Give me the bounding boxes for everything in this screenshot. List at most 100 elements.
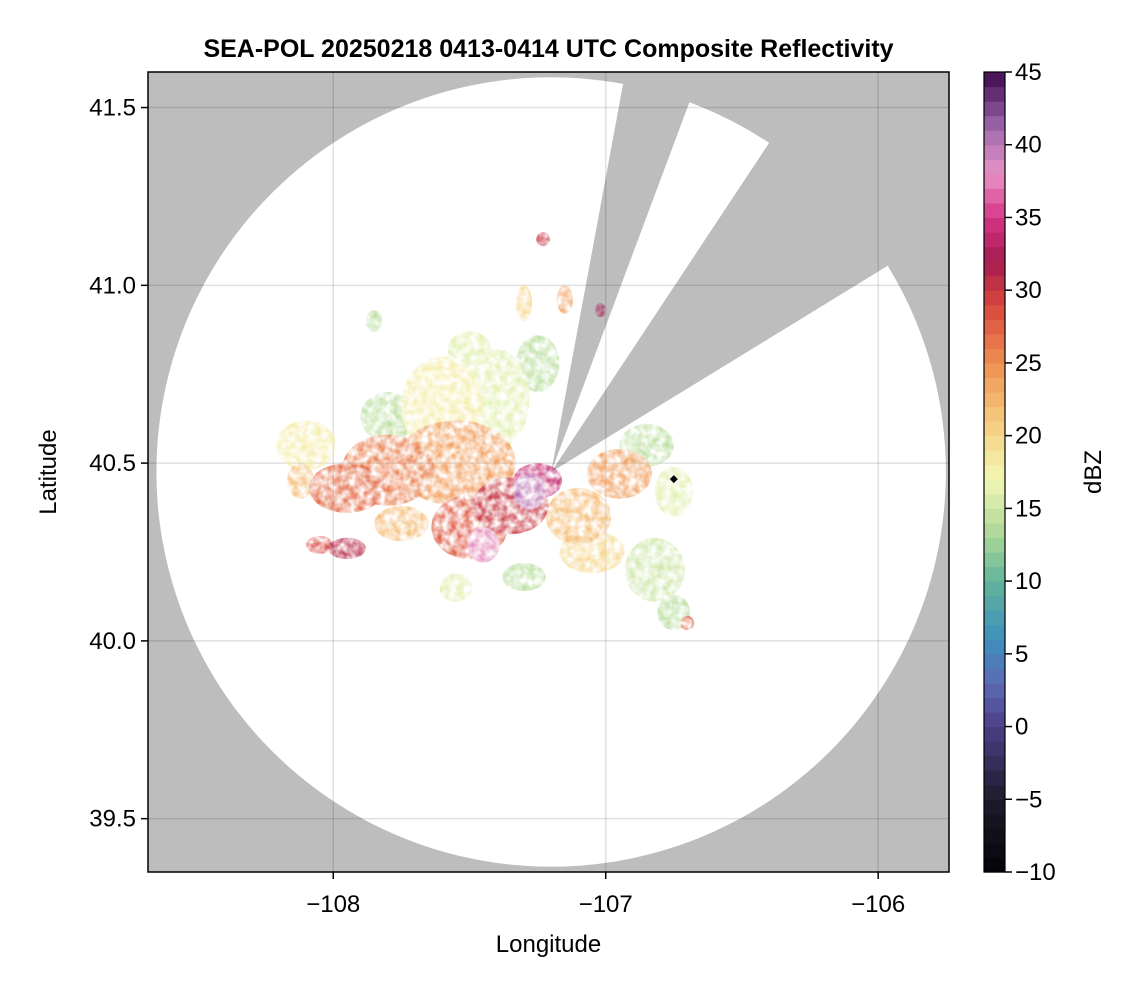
colorbar-segment xyxy=(984,566,1005,582)
echo-cell-10 xyxy=(306,536,334,554)
x-tick-label-1: −107 xyxy=(579,891,633,918)
colorbar-segment xyxy=(984,86,1005,102)
colorbar-label: dBZ xyxy=(1080,450,1107,494)
echo-cell-14 xyxy=(447,331,492,368)
colorbar-segment xyxy=(984,159,1005,175)
colorbar-segment xyxy=(984,435,1005,451)
colorbar-segment xyxy=(984,246,1005,262)
colorbar-segment xyxy=(984,130,1005,146)
colorbar-segment xyxy=(984,72,1005,88)
marker-point xyxy=(669,475,678,484)
marker-layer xyxy=(669,475,678,484)
colorbar-segment xyxy=(984,508,1005,524)
reflectivity-echoes xyxy=(276,232,695,631)
echo-cell-25 xyxy=(502,562,546,592)
colorbar-tick-label-10: 40 xyxy=(1015,132,1042,159)
colorbar-segment xyxy=(984,813,1005,829)
colorbar xyxy=(984,72,1005,873)
colorbar-segment xyxy=(984,304,1005,320)
colorbar-segment xyxy=(984,595,1005,611)
colorbar-segment xyxy=(984,188,1005,204)
colorbar-segment xyxy=(984,392,1005,408)
colorbar-tick-label-11: 45 xyxy=(1015,59,1042,86)
plot-frame xyxy=(147,71,950,873)
colorbar-segment xyxy=(984,755,1005,771)
colorbar-segment xyxy=(984,319,1005,335)
x-axis-label: Longitude xyxy=(496,931,601,958)
colorbar-segment xyxy=(984,799,1005,815)
colorbar-segment xyxy=(984,828,1005,844)
echo-cell-30 xyxy=(594,303,606,318)
colorbar-segment xyxy=(984,362,1005,379)
colorbar-segment xyxy=(984,232,1005,248)
echo-cell-32 xyxy=(287,463,315,499)
colorbar-segment xyxy=(984,493,1005,509)
echo-cell-21 xyxy=(654,466,693,517)
colorbar-segment xyxy=(984,173,1005,189)
echo-cell-22 xyxy=(624,537,685,602)
colorbar-segment xyxy=(984,115,1005,131)
echo-cell-17 xyxy=(545,488,612,545)
echo-cell-16 xyxy=(276,420,336,471)
colorbar-tick-label-3: 5 xyxy=(1015,641,1028,668)
colorbar-segment xyxy=(984,712,1005,728)
colorbar-segment xyxy=(984,842,1005,859)
colorbar-segment xyxy=(984,348,1005,364)
colorbar-tick-label-5: 15 xyxy=(1015,495,1042,522)
colorbar-segment xyxy=(984,668,1005,684)
colorbar-segment xyxy=(984,770,1005,786)
colorbar-segment xyxy=(984,653,1005,669)
colorbar-segment xyxy=(984,202,1005,219)
colorbar-segment xyxy=(984,624,1005,640)
y-tick-label-2: 40.5 xyxy=(89,450,136,477)
y-tick-label-4: 41.5 xyxy=(89,95,136,122)
colorbar-ticks: −10 −5 0 5 10 15 20 25 30 35 40 45 xyxy=(1005,59,1056,886)
colorbar-tick-label-8: 30 xyxy=(1015,277,1042,304)
echo-cell-26 xyxy=(439,573,473,602)
echo-cell-28 xyxy=(556,285,573,314)
echo-cell-29 xyxy=(515,285,533,321)
chart-title: SEA-POL 20250218 0413-0414 UTC Composite… xyxy=(203,35,893,63)
colorbar-tick-label-1: −5 xyxy=(1015,786,1042,813)
x-axis: −108 −107 −106 xyxy=(306,872,905,918)
colorbar-segment xyxy=(984,537,1005,553)
echo-cell-13 xyxy=(515,335,560,392)
colorbar-segment xyxy=(984,101,1005,117)
colorbar-segment xyxy=(984,464,1005,480)
y-tick-label-0: 39.5 xyxy=(89,806,136,833)
colorbar-segment xyxy=(984,144,1005,160)
colorbar-segment xyxy=(984,610,1005,626)
colorbar-segment xyxy=(984,581,1005,597)
colorbar-segment xyxy=(984,682,1005,699)
colorbar-segment xyxy=(984,479,1005,495)
colorbar-segment xyxy=(984,333,1005,349)
echo-cell-24 xyxy=(680,616,695,631)
colorbar-segment xyxy=(984,726,1005,742)
echo-cell-8 xyxy=(374,505,429,542)
echo-cell-19 xyxy=(586,448,652,499)
echo-cell-9 xyxy=(327,537,366,560)
colorbar-segment xyxy=(984,275,1005,291)
colorbar-tick-label-6: 20 xyxy=(1015,423,1042,450)
echo-cell-31 xyxy=(365,310,383,332)
colorbar-segment xyxy=(984,290,1005,306)
colorbar-tick-label-0: −10 xyxy=(1015,859,1056,886)
colorbar-segment xyxy=(984,639,1005,655)
colorbar-segment xyxy=(984,261,1005,277)
x-tick-label-0: −108 xyxy=(306,891,360,918)
grid-lines xyxy=(148,72,949,872)
echo-cell-27 xyxy=(536,232,550,247)
colorbar-segment xyxy=(984,406,1005,422)
y-tick-label-1: 40.0 xyxy=(89,628,136,655)
echo-cell-2 xyxy=(466,527,500,563)
echo-cell-1 xyxy=(513,473,546,510)
x-tick-label-2: −106 xyxy=(851,891,905,918)
colorbar-segment xyxy=(984,377,1005,393)
colorbar-segment xyxy=(984,784,1005,800)
colorbar-segment xyxy=(984,741,1005,757)
echo-cell-7 xyxy=(308,463,385,513)
colorbar-segment xyxy=(984,450,1005,466)
colorbar-segment xyxy=(984,552,1005,568)
colorbar-segment xyxy=(984,697,1005,713)
